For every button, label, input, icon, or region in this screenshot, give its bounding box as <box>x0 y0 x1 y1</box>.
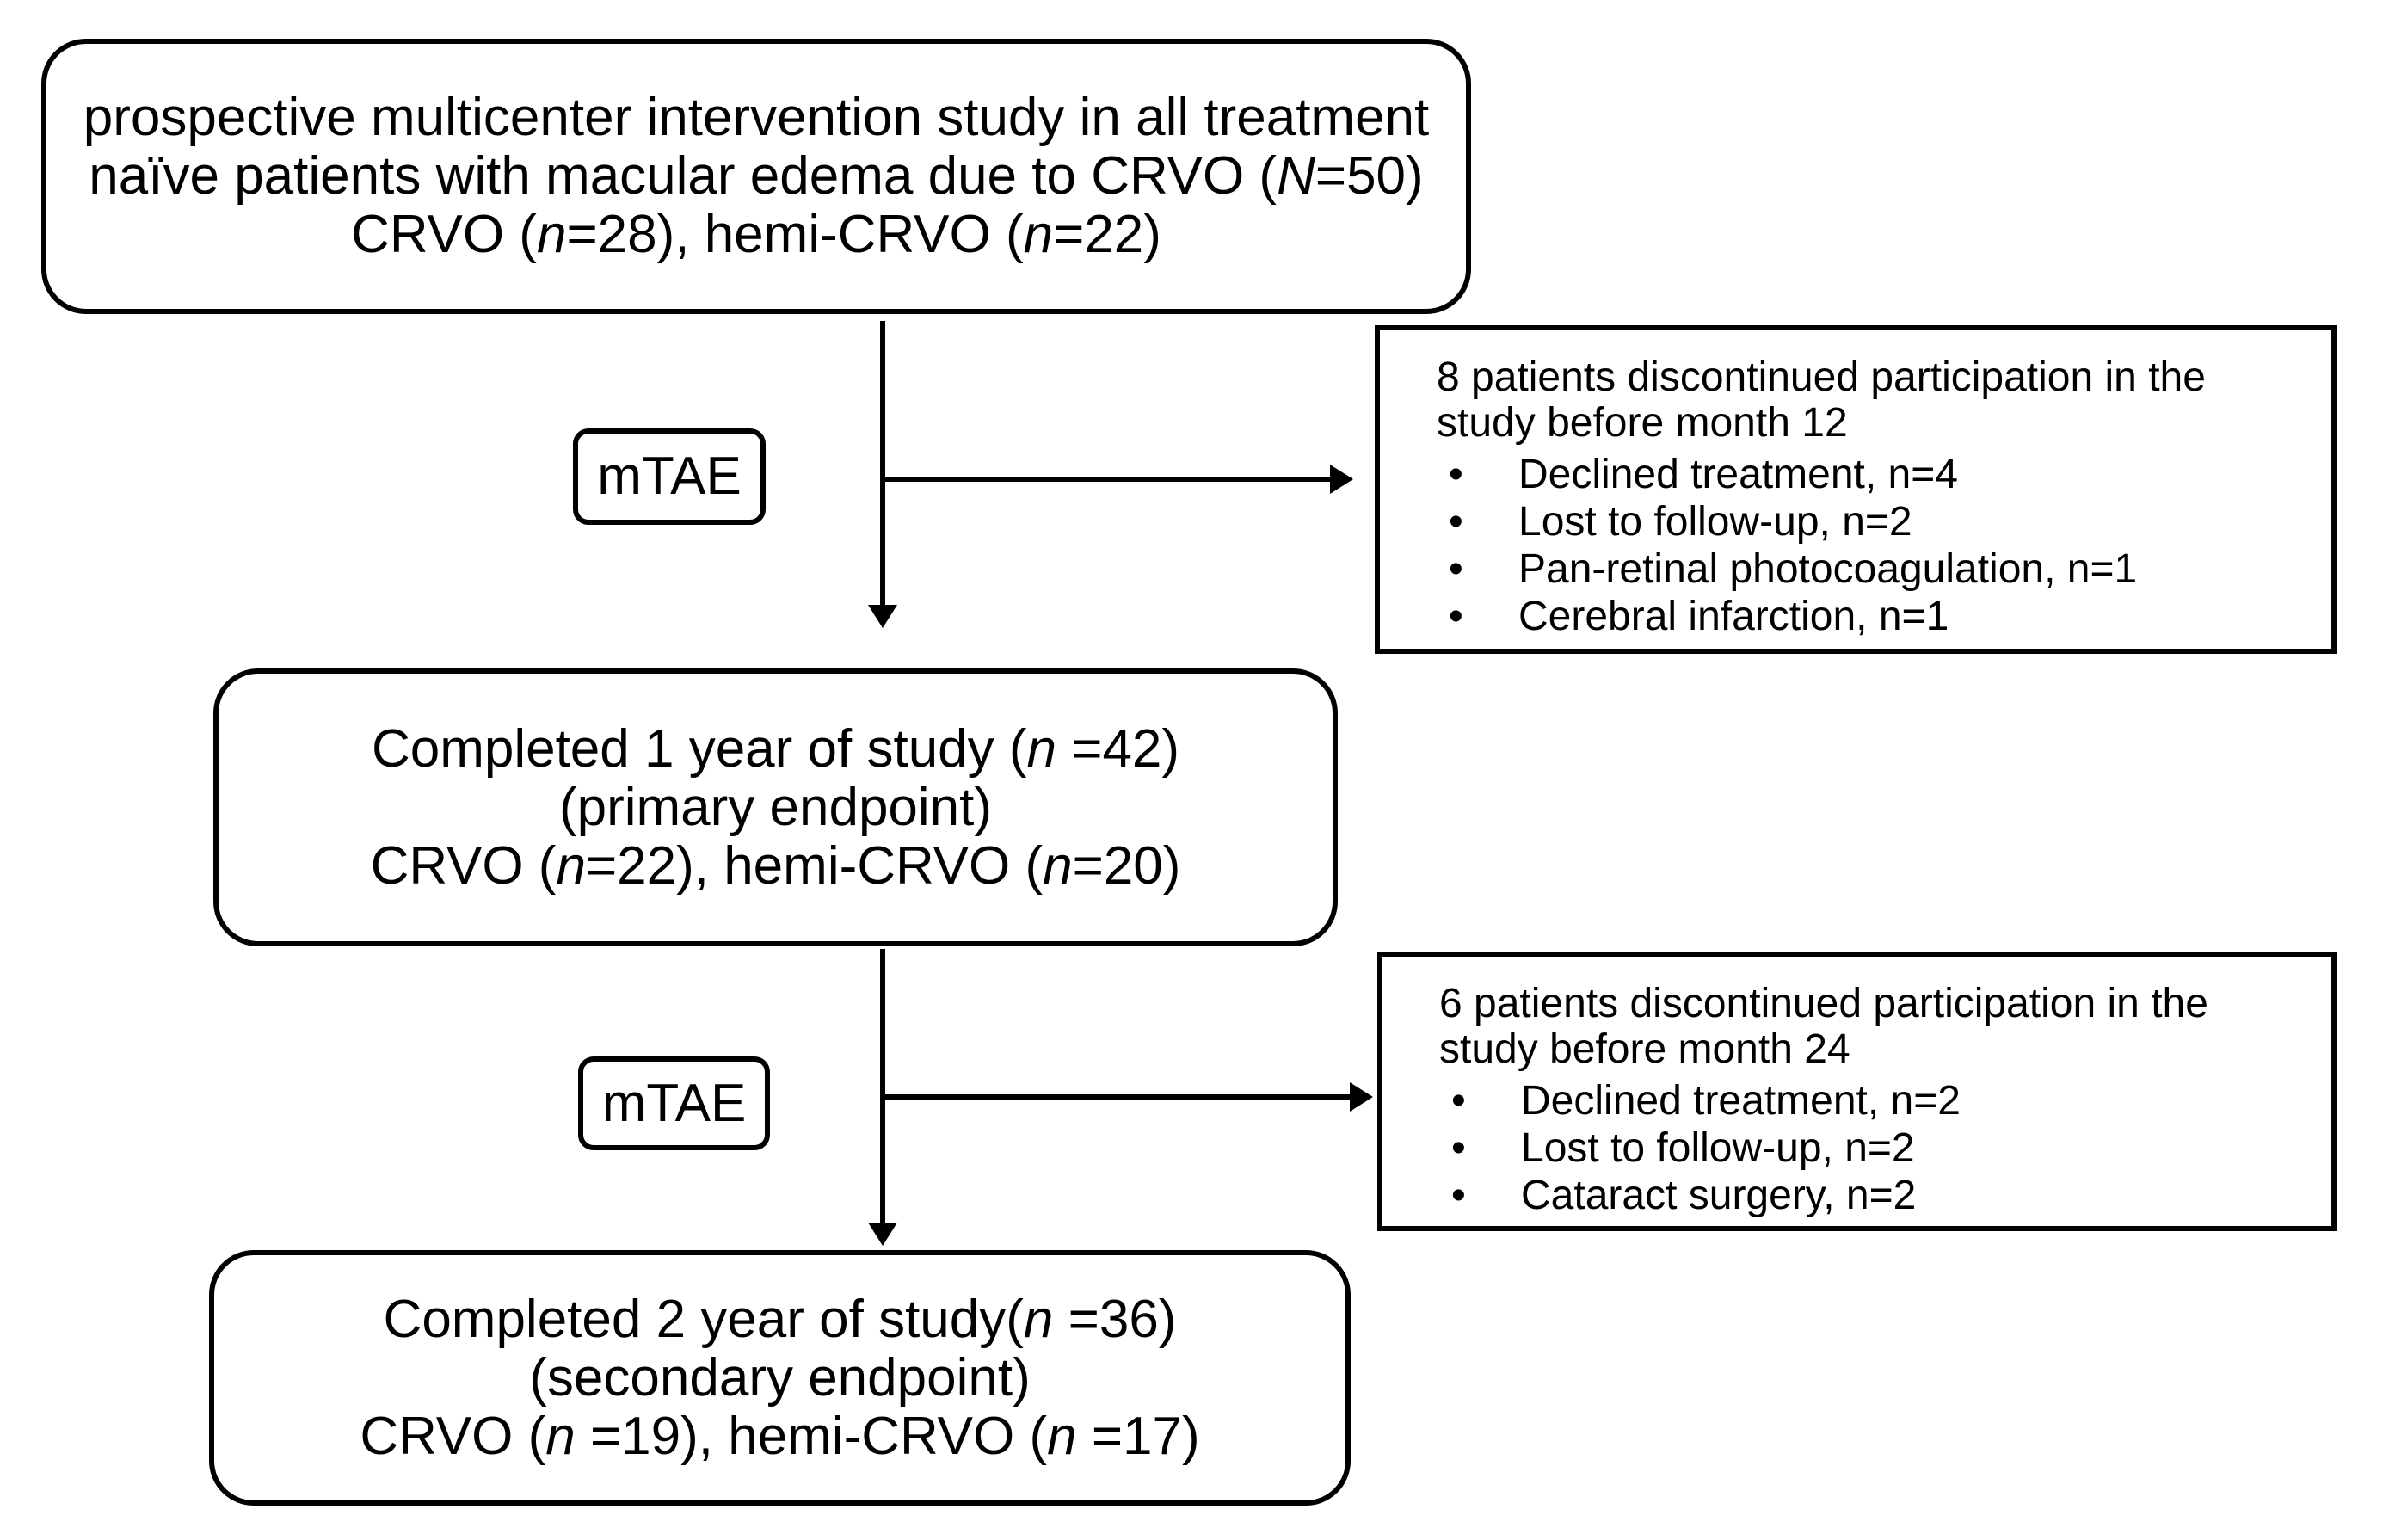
connector-2-horizontal-line <box>885 1094 1350 1100</box>
connector-2-vertical-line <box>880 949 885 1223</box>
mtae-badge-1: mTAE <box>573 428 766 525</box>
dropout-2-bullet-item: • Cataract surgery, n=2 <box>1439 1172 2314 1219</box>
bullet-text: Declined treatment, n=2 <box>1521 1078 1961 1124</box>
dropout-1-bullet-item: • Lost to follow-up, n=2 <box>1437 498 2314 545</box>
year2-line-2: (secondary endpoint) <box>529 1347 1031 1408</box>
bullet-text: Lost to follow-up, n=2 <box>1518 499 1912 545</box>
mtae-badge-2: mTAE <box>578 1056 770 1150</box>
connector-1-right-arrowhead-icon <box>1330 465 1353 494</box>
mtae-badge-1-label: mTAE <box>597 447 742 506</box>
bullet-marker: • <box>1449 546 1463 592</box>
dropout-2-bullet-item: • Lost to follow-up, n=2 <box>1439 1124 2314 1172</box>
dropout-2-title-line-2: study before month 24 <box>1439 1026 1850 1072</box>
dropout-1-bullet-list: • Declined treatment, n=4 • Lost to foll… <box>1437 451 2314 640</box>
bullet-text: Pan-retinal photocoagulation, n=1 <box>1518 546 2138 592</box>
bullet-text: Cerebral infarction, n=1 <box>1518 594 1949 639</box>
bullet-marker: • <box>1451 1078 1466 1124</box>
mtae-badge-2-label: mTAE <box>601 1073 747 1133</box>
enrollment-line-1: prospective multicenter intervention stu… <box>83 88 1430 147</box>
year2-line-1: Completed 2 year of study(n =36) <box>383 1289 1177 1349</box>
connector-1-horizontal-line <box>885 477 1330 482</box>
connector-2-down-arrowhead-icon <box>868 1223 897 1246</box>
connector-1-vertical-line <box>880 321 885 606</box>
enrollment-line-2: naïve patients with macular edema due to… <box>89 146 1424 206</box>
bullet-text: Declined treatment, n=4 <box>1518 452 1958 497</box>
year1-line-2: (primary endpoint) <box>558 777 993 837</box>
enrollment-line-3: CRVO (n=28), hemi-CRVO (n=22) <box>351 205 1161 264</box>
dropout-1-bullet-item: • Declined treatment, n=4 <box>1437 451 2314 498</box>
bullet-text: Cataract surgery, n=2 <box>1521 1173 1917 1218</box>
bullet-marker: • <box>1451 1173 1466 1218</box>
year1-line-1: Completed 1 year of study (n =42) <box>371 718 1180 779</box>
bullet-marker: • <box>1449 452 1463 497</box>
year2-box: Completed 2 year of study(n =36) (second… <box>209 1250 1351 1506</box>
bullet-text: Lost to follow-up, n=2 <box>1521 1125 1915 1171</box>
dropout-2-bullet-item: • Declined treatment, n=2 <box>1439 1077 2314 1124</box>
dropout-1-title-line-2: study before month 12 <box>1437 400 1848 446</box>
bullet-marker: • <box>1449 499 1463 545</box>
year2-line-3: CRVO (n =19), hemi-CRVO (n =17) <box>360 1406 1200 1466</box>
dropout-2-bullet-list: • Declined treatment, n=2 • Lost to foll… <box>1439 1077 2314 1219</box>
dropout-1-bullet-item: • Pan-retinal photocoagulation, n=1 <box>1437 545 2314 593</box>
connector-2-right-arrowhead-icon <box>1350 1082 1373 1112</box>
dropout-2-title-line-1: 6 patients discontinued participation in… <box>1439 981 2208 1026</box>
enrollment-box: prospective multicenter intervention stu… <box>41 39 1471 314</box>
dropout-box-1: 8 patients discontinued participation in… <box>1375 325 2337 654</box>
dropout-1-title-line-1: 8 patients discontinued participation in… <box>1437 354 2206 400</box>
dropout-1-bullet-item: • Cerebral infarction, n=1 <box>1437 593 2314 640</box>
year1-line-3: CRVO (n=22), hemi-CRVO (n=20) <box>370 835 1181 896</box>
dropout-box-2: 6 patients discontinued participation in… <box>1377 952 2337 1231</box>
bullet-marker: • <box>1451 1125 1466 1171</box>
year1-box: Completed 1 year of study (n =42) (prima… <box>213 668 1338 946</box>
bullet-marker: • <box>1449 594 1463 639</box>
connector-1-down-arrowhead-icon <box>868 605 897 628</box>
